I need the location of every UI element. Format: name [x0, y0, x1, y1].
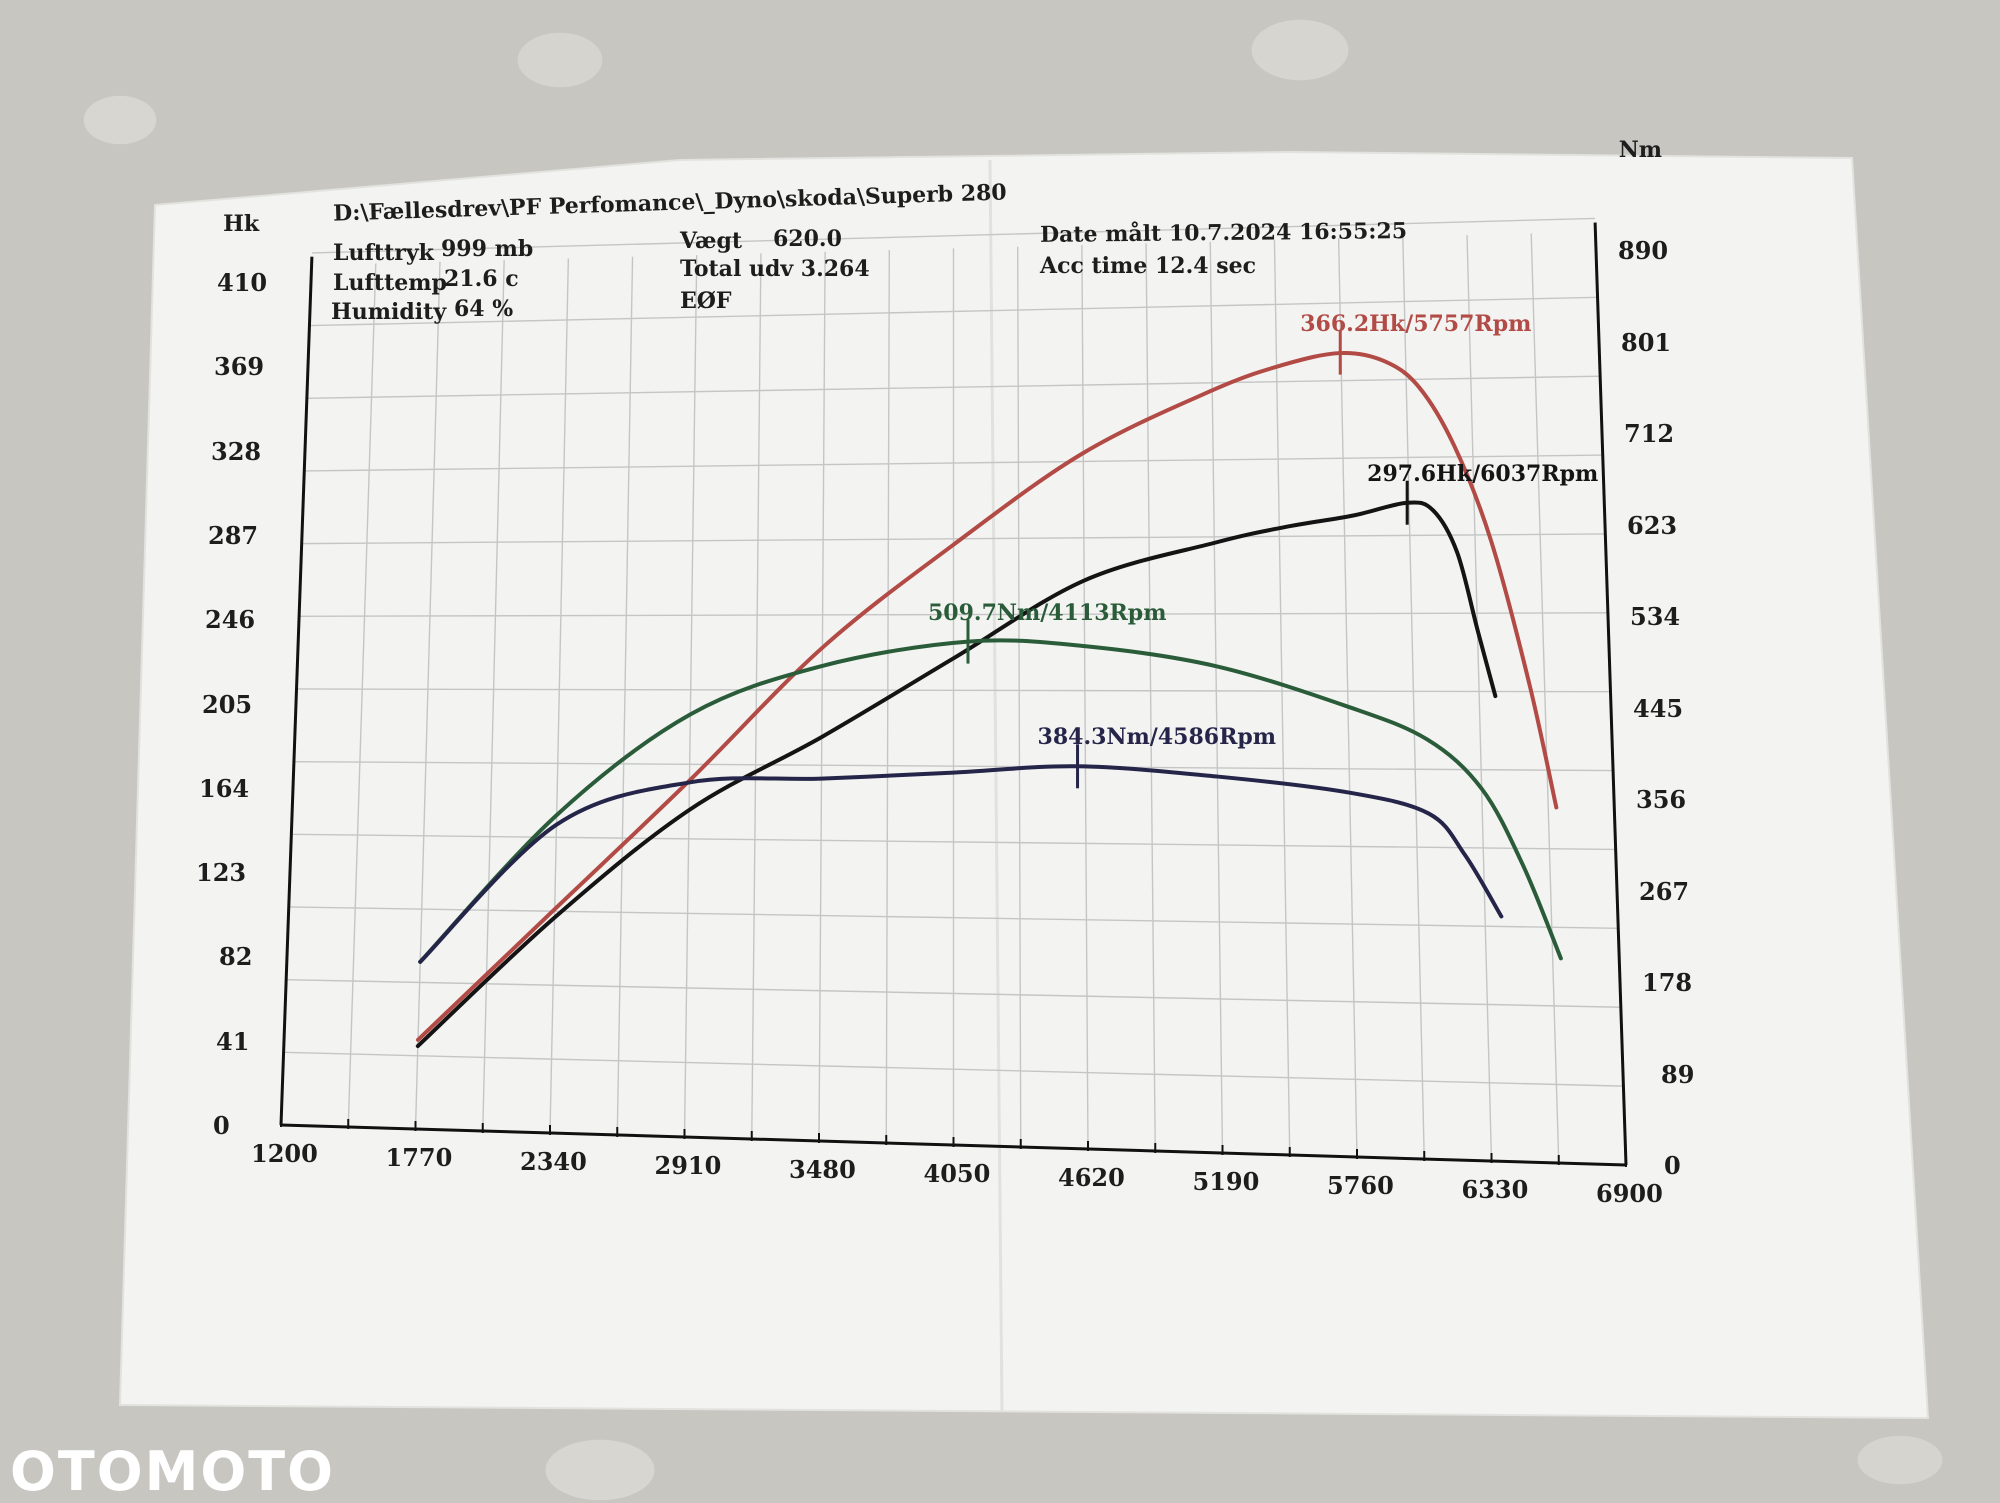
- grid-line-vertical: [1209, 241, 1224, 1154]
- grid-line-horizontal: [296, 688, 1611, 693]
- y-right-tick-label: 445: [1633, 693, 1684, 723]
- date-measured: Date målt 10.7.2024 16:55:25: [1039, 218, 1408, 248]
- y-left-tick-label: 164: [199, 773, 250, 803]
- grid-line-horizontal: [306, 375, 1601, 399]
- x-tick-label: 6330: [1461, 1175, 1529, 1204]
- grid: [280, 217, 1627, 1166]
- otomoto-watermark: OTOMOTO: [10, 1440, 336, 1503]
- grid-line-vertical: [482, 260, 505, 1132]
- y-axis-left-title: Hk: [223, 210, 260, 237]
- grid-line-vertical: [683, 255, 698, 1138]
- grid-line-vertical: [1016, 246, 1022, 1148]
- y-left-tick-label: 82: [219, 942, 253, 972]
- eof-label: EØF: [680, 288, 732, 314]
- y-left-tick-label: 410: [217, 268, 268, 297]
- series-group: [415, 350, 1563, 1049]
- peak-label-0: 366.2Hk/5757Rpm: [1300, 310, 1532, 337]
- grid-line-horizontal: [293, 760, 1614, 772]
- y-left-tick-label: 0: [213, 1111, 230, 1140]
- series-line-2: [418, 638, 1563, 964]
- y-left-tick-label: 287: [208, 520, 259, 550]
- x-tick-label: 5190: [1192, 1167, 1260, 1196]
- grid-line-horizontal: [312, 217, 1595, 254]
- y-right-tick-label: 178: [1642, 968, 1693, 997]
- peak-label-3: 384.3Nm/4586Rpm: [1037, 724, 1277, 751]
- grid-line-vertical: [1466, 235, 1493, 1162]
- x-tick-label: 2910: [654, 1151, 722, 1180]
- grid-line-horizontal: [291, 833, 1616, 851]
- y-axis-left-line: [279, 256, 314, 1126]
- y-right-tick-label: 623: [1627, 510, 1678, 540]
- series-line-3: [418, 764, 1504, 964]
- x-tick-label: 1200: [251, 1139, 318, 1168]
- paper-sheet: [118, 150, 1930, 1420]
- grid-line-vertical: [1081, 245, 1089, 1150]
- grid-line-vertical: [414, 261, 441, 1130]
- y-right-tick-label: 356: [1636, 785, 1687, 814]
- y-right-tick-label: 0: [1664, 1151, 1681, 1180]
- x-tick-label: 6900: [1596, 1179, 1663, 1208]
- grid-line-horizontal: [304, 454, 1603, 472]
- y-axis-right-line: [1593, 222, 1628, 1166]
- lufttryk-value: 999 mb: [441, 236, 534, 262]
- grid-line-vertical: [818, 251, 826, 1142]
- humidity-value: 64 %: [454, 296, 514, 322]
- grid-line-horizontal: [299, 612, 1608, 617]
- x-tick-label: 1770: [385, 1143, 453, 1172]
- grid-line-horizontal: [286, 978, 1621, 1008]
- grid-line-vertical: [1402, 236, 1425, 1160]
- grid-line-vertical: [616, 256, 634, 1136]
- grid-line-vertical: [1273, 240, 1291, 1156]
- x-tick-label: 4620: [1058, 1163, 1125, 1192]
- grid-line-horizontal: [283, 1051, 1624, 1087]
- grid-line-vertical: [1530, 233, 1560, 1164]
- peak-label-1: 297.6Hk/6037Rpm: [1367, 460, 1599, 487]
- grid-line-vertical: [549, 258, 570, 1134]
- grid-line-horizontal: [288, 906, 1619, 930]
- y-right-tick-label: 712: [1624, 419, 1675, 448]
- x-tick-label: 5760: [1327, 1171, 1394, 1200]
- vaegt-label: Vægt: [680, 228, 743, 254]
- axes: [279, 222, 1628, 1167]
- grid-line-horizontal: [309, 296, 1598, 327]
- grid-line-vertical: [751, 253, 762, 1140]
- peak-markers: [966, 330, 1409, 789]
- y-right-tick-label: 801: [1621, 327, 1672, 357]
- series-line-1: [415, 500, 1498, 1049]
- y-left-tick-label: 369: [214, 352, 265, 382]
- x-tick-label: 3480: [789, 1155, 856, 1184]
- lufttemp-label: Lufttemp: [333, 270, 447, 296]
- y-axis-right-title: Nm: [1618, 137, 1663, 164]
- x-tick-label: 2340: [520, 1147, 587, 1176]
- peak-label-2: 509.7Nm/4113Rpm: [927, 599, 1167, 626]
- y-left-tick-label: 328: [211, 436, 262, 466]
- lufttryk-label: Lufttryk: [333, 240, 434, 266]
- y-right-tick-label: 534: [1630, 602, 1681, 631]
- y-left-tick-label: 205: [202, 689, 253, 719]
- y-right-tick-label: 890: [1618, 236, 1669, 265]
- y-left-tick-label: 41: [216, 1026, 250, 1056]
- total-udv: Total udv 3.264: [680, 256, 870, 282]
- y-right-tick-label: 267: [1639, 876, 1690, 906]
- y-left-tick-label: 246: [205, 605, 256, 635]
- grid-line-horizontal: [301, 533, 1606, 545]
- acc-time: Acc time 12.4 sec: [1040, 253, 1256, 279]
- x-tick-label: 4050: [923, 1159, 991, 1188]
- grid-line-vertical: [347, 263, 377, 1128]
- grid-line-vertical: [1145, 243, 1156, 1152]
- grid-line-vertical: [1337, 238, 1358, 1158]
- y-left-tick-label: 123: [196, 858, 247, 888]
- lufttemp-value: 21.6 c: [444, 266, 519, 292]
- vaegt-value: 620.0: [773, 226, 842, 252]
- paper-fold: [988, 159, 1004, 1413]
- humidity-label: Humidity: [331, 299, 447, 325]
- y-right-tick-label: 89: [1661, 1059, 1695, 1089]
